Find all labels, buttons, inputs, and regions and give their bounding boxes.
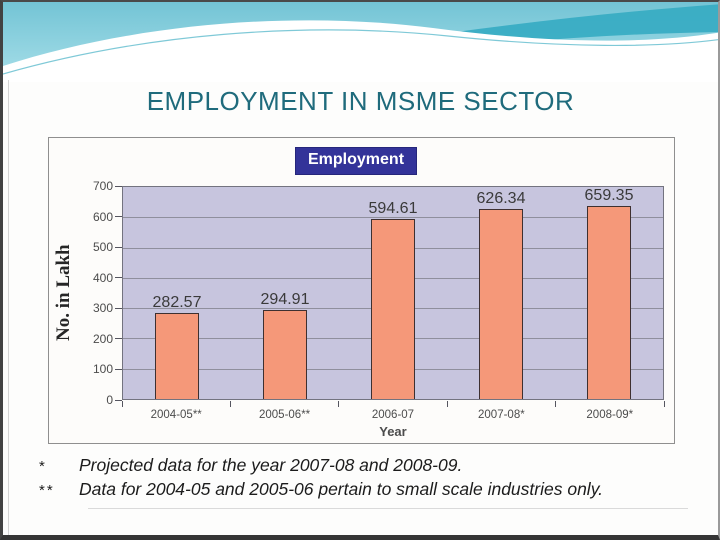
x-axis-label: 2007-08*: [478, 409, 525, 421]
x-tick-mark: [121, 401, 123, 407]
y-tick-mark: [115, 399, 122, 401]
chart-legend: Employment: [295, 147, 418, 175]
bar-value-label: 659.35: [584, 187, 634, 204]
y-axis-tick-label: 700: [92, 179, 113, 193]
bar: [155, 313, 199, 399]
footnote-row: ** Data for 2004-05 and 2005-06 pertain …: [33, 479, 698, 500]
bar-value-label: 294.91: [260, 290, 310, 308]
x-tick-mark: [555, 401, 557, 407]
wave-accent-line-2: [3, 29, 718, 75]
x-tick-mark: [663, 401, 665, 407]
x-tick-mark: [338, 401, 340, 407]
bar: [587, 206, 631, 399]
bar: [263, 309, 307, 399]
bar-value-label: 282.57: [152, 294, 202, 312]
gridline: [123, 217, 663, 219]
plot-area: 282.57 294.91 594.61 626.34 659.35: [122, 186, 664, 400]
footnotes: * Projected data for the year 2007-08 an…: [33, 455, 698, 503]
footnote-row: * Projected data for the year 2007-08 an…: [33, 455, 698, 476]
bars: 282.57 294.91 594.61 626.34 659.35: [123, 187, 663, 399]
x-axis-label: 2004-05**: [150, 409, 202, 421]
bar: [479, 209, 523, 399]
bar-group: 282.57: [123, 187, 231, 399]
bar-group: 659.35: [555, 187, 663, 399]
y-axis-tick-label: 200: [92, 331, 113, 346]
x-axis-label: 2008-09*: [586, 409, 634, 421]
placeholder-bottom-line: [88, 508, 688, 509]
frame-line: [8, 80, 9, 535]
y-tick-mark: [115, 338, 122, 340]
x-axis-labels: 2004-05** 2005-06** 2006-07 2007-08* 2008-09…: [122, 409, 664, 421]
y-axis-tick-label: 300: [92, 301, 113, 316]
y-axis-tick-label: 0: [106, 393, 113, 407]
y-tick-mark: [115, 277, 122, 279]
x-tick-mark: [229, 401, 231, 407]
x-axis-title: Year: [379, 424, 407, 439]
employment-chart: Employment No. in Lakh 0 100 200 300 400 500 6…: [48, 137, 675, 444]
bar-group: 594.61: [339, 187, 447, 399]
bar-group: 294.91: [231, 187, 339, 399]
x-tick-mark: [446, 401, 448, 407]
y-axis-tick-label: 100: [92, 362, 113, 377]
y-axis-tick-label: 600: [92, 209, 113, 224]
legend-label: Employment: [308, 151, 405, 168]
x-axis-label: 2005-06**: [259, 409, 311, 421]
bar-value-label: 594.61: [368, 199, 418, 217]
y-tick-mark: [115, 246, 122, 248]
y-axis-title: No. in Lakh: [53, 244, 74, 342]
y-axis-tick-label: 500: [92, 240, 113, 255]
y-tick-mark: [115, 307, 122, 309]
x-axis-label: 2006-07: [371, 409, 415, 421]
footnote-text: Data for 2004-05 and 2005-06 pertain to …: [79, 479, 604, 499]
y-tick-mark: [115, 216, 122, 218]
bar-value-label: 626.34: [476, 190, 526, 208]
footnote-marker: **: [39, 482, 55, 499]
y-axis-tick-marks: [115, 185, 122, 401]
wave-white-swoosh: [3, 20, 718, 82]
y-tick-mark: [115, 368, 122, 370]
header-wave-decoration: [3, 2, 718, 82]
y-tick-mark: [115, 185, 122, 187]
bar-group: 626.34: [447, 187, 555, 399]
y-axis-tick-label: 400: [92, 270, 113, 285]
footnote-text: Projected data for the year 2007-08 and …: [79, 455, 463, 475]
page-title: EMPLOYMENT IN MSME SECTOR: [146, 86, 575, 116]
bar: [371, 218, 415, 399]
x-axis-tick-marks: [121, 401, 665, 407]
footnote-marker: *: [39, 458, 47, 475]
y-axis-ticks: 0 100 200 300 400 500 600 700: [75, 179, 113, 407]
